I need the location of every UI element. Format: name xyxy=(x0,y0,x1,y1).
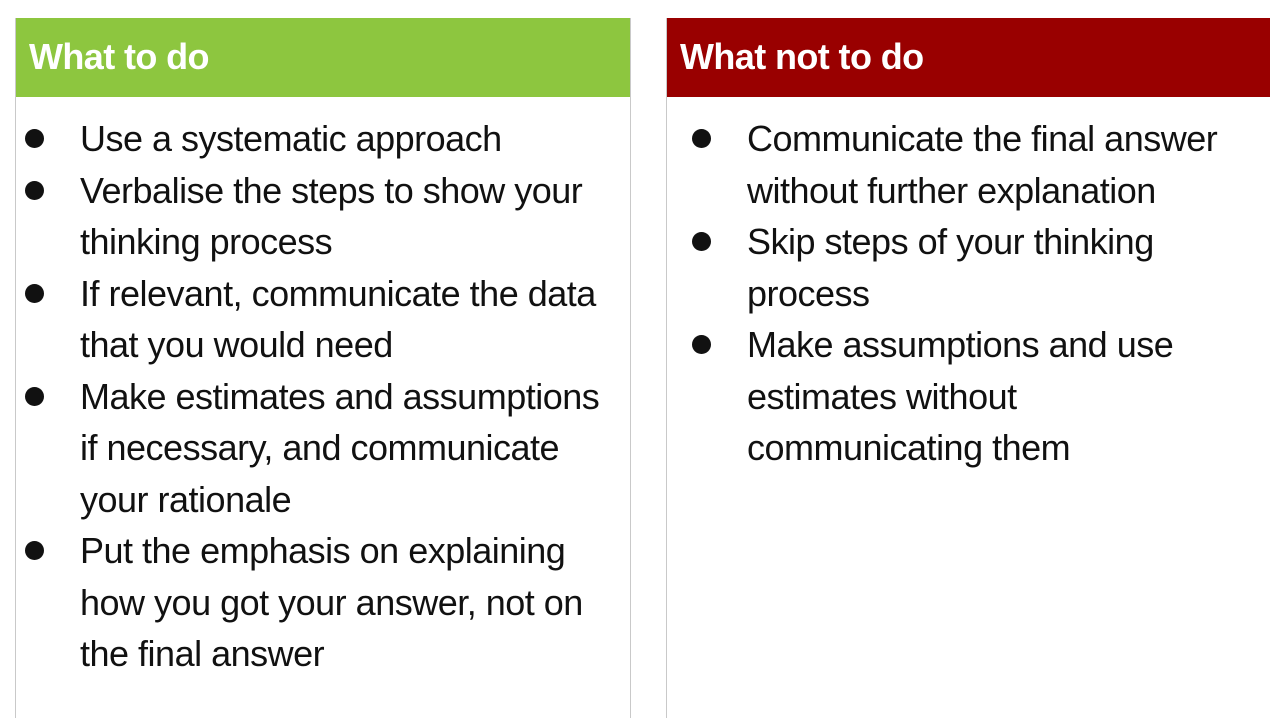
bullet-icon xyxy=(692,129,711,148)
list-item: Communicate the final answer without fur… xyxy=(667,113,1270,216)
what-to-do-header: What to do xyxy=(16,18,630,97)
bullet-icon xyxy=(692,335,711,354)
list-item: Use a systematic approach xyxy=(16,113,630,165)
bullet-icon xyxy=(692,232,711,251)
what-not-to-do-title: What not to do xyxy=(680,35,924,77)
list-item-text: If relevant, communicate the data that y… xyxy=(80,272,596,366)
what-to-do-panel: What to do Use a systematic approach Ver… xyxy=(15,18,631,718)
list-item: Verbalise the steps to show your thinkin… xyxy=(16,165,630,268)
list-item-text: Make estimates and assumptions if necess… xyxy=(80,375,600,520)
list-item-text: Communicate the final answer without fur… xyxy=(747,118,1218,211)
bullet-icon xyxy=(25,541,44,560)
bullet-icon xyxy=(25,386,44,406)
list-item-text: Use a systematic approach xyxy=(80,118,502,159)
list-item: Skip steps of your thinking process xyxy=(667,216,1270,319)
list-item: If relevant, communicate the data that y… xyxy=(16,268,630,371)
what-to-do-list: Use a systematic approach Verbalise the … xyxy=(16,113,630,680)
what-not-to-do-panel: What not to do Communicate the final ans… xyxy=(666,18,1270,718)
list-item-text: Make assumptions and use estimates witho… xyxy=(747,324,1174,468)
list-item: Make assumptions and use estimates witho… xyxy=(667,319,1270,474)
list-item-text: Put the emphasis on explaining how you g… xyxy=(80,530,583,674)
list-item: Make estimates and assumptions if necess… xyxy=(16,371,630,526)
list-item-text: Skip steps of your thinking process xyxy=(747,221,1154,314)
what-to-do-title: What to do xyxy=(29,35,210,77)
bullet-icon xyxy=(25,283,44,303)
list-item-text: Verbalise the steps to show your thinkin… xyxy=(80,169,583,263)
what-not-to-do-header: What not to do xyxy=(667,18,1270,97)
list-item: Put the emphasis on explaining how you g… xyxy=(16,525,630,680)
bullet-icon xyxy=(25,129,44,148)
bullet-icon xyxy=(25,180,44,200)
what-not-to-do-list: Communicate the final answer without fur… xyxy=(667,113,1270,474)
